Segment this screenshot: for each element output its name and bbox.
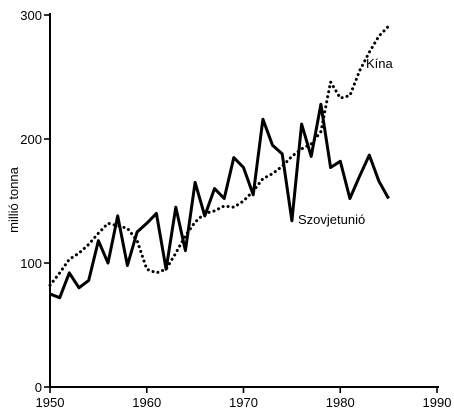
y-tick-label-0: 0 [35, 380, 42, 395]
series-line-solid [49, 102, 390, 300]
x-tick-label-1990: 1990 [423, 395, 452, 410]
x-tick-label-1960: 1960 [132, 395, 161, 410]
y-tick-label-300: 300 [20, 8, 42, 23]
y-tick-label-200: 200 [20, 132, 42, 147]
axes: 1950 1960 1970 1980 1990 0 100 200 300 [20, 8, 451, 410]
series-line-dotted [48, 24, 391, 287]
series-layer [48, 24, 391, 300]
y-tick-label-100: 100 [20, 256, 42, 271]
x-tick-label-1950: 1950 [36, 395, 65, 410]
series-label-1: Szovjetunió [298, 212, 365, 227]
x-tick-label-1970: 1970 [229, 395, 258, 410]
y-axis-title: millió tonna [6, 166, 21, 233]
x-tick-label-1980: 1980 [326, 395, 355, 410]
series-labels: Kína Szovjetunió [298, 56, 394, 227]
series-label-0: Kína [366, 56, 394, 71]
